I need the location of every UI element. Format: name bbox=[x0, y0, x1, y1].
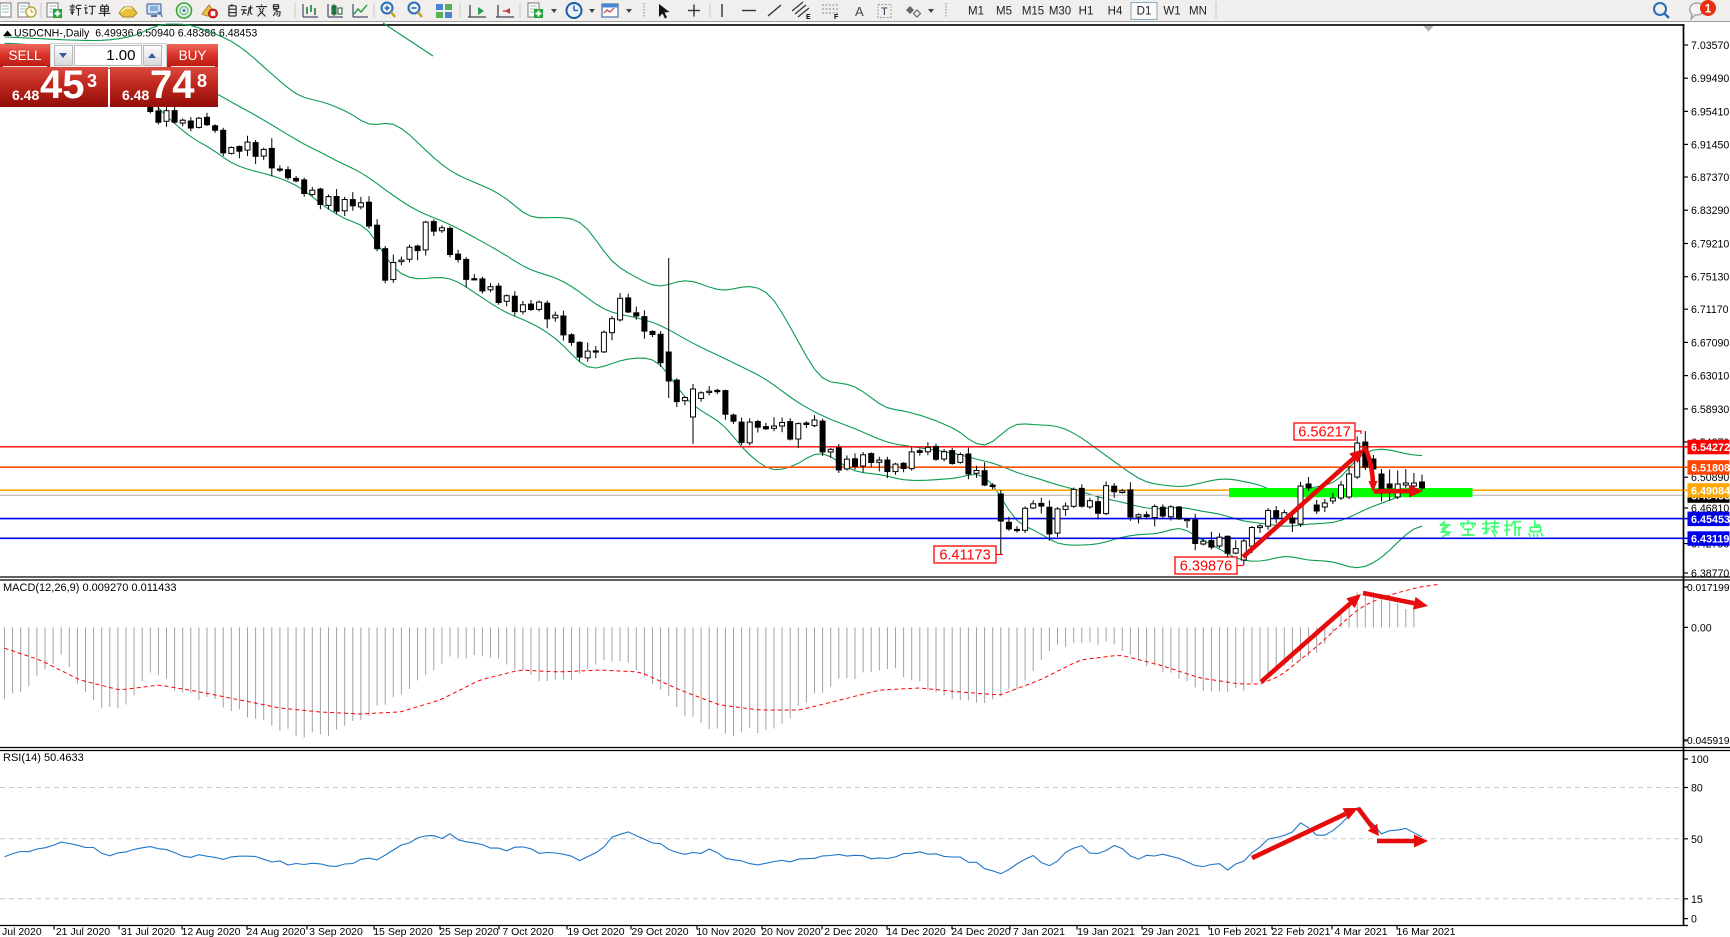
svg-text:M15: M15 bbox=[1022, 6, 1044, 18]
svg-text:A: A bbox=[855, 4, 864, 19]
svg-text:15 Sep 2020: 15 Sep 2020 bbox=[373, 926, 433, 937]
svg-text:10 Feb 2021: 10 Feb 2021 bbox=[1209, 926, 1268, 937]
svg-text:E: E bbox=[806, 14, 811, 21]
svg-text:6.49084: 6.49084 bbox=[1691, 485, 1730, 497]
svg-text:T: T bbox=[881, 6, 888, 18]
svg-text:24 Aug 2020: 24 Aug 2020 bbox=[247, 926, 306, 937]
svg-text:MN: MN bbox=[1189, 6, 1207, 18]
svg-text:6.41173: 6.41173 bbox=[939, 548, 990, 564]
svg-text:6.99490: 6.99490 bbox=[1691, 73, 1729, 85]
svg-text:15: 15 bbox=[1691, 894, 1703, 906]
svg-text:0.017199: 0.017199 bbox=[1687, 583, 1730, 594]
svg-text:M1: M1 bbox=[968, 6, 984, 18]
svg-text:H1: H1 bbox=[1079, 6, 1094, 18]
svg-text:16 Mar 2021: 16 Mar 2021 bbox=[1397, 926, 1456, 937]
svg-text:6.63010: 6.63010 bbox=[1691, 371, 1729, 383]
svg-text:80: 80 bbox=[1691, 783, 1703, 795]
svg-text:6.87370: 6.87370 bbox=[1691, 172, 1729, 184]
svg-text:M30: M30 bbox=[1049, 6, 1071, 18]
svg-text:2 Dec 2020: 2 Dec 2020 bbox=[824, 926, 878, 937]
svg-text:-0.045919: -0.045919 bbox=[1684, 736, 1730, 747]
svg-text:3 Sep 2020: 3 Sep 2020 bbox=[309, 926, 363, 937]
svg-text:4 Mar 2021: 4 Mar 2021 bbox=[1334, 926, 1387, 937]
svg-text:12 Aug 2020: 12 Aug 2020 bbox=[182, 926, 241, 937]
svg-text:22 Feb 2021: 22 Feb 2021 bbox=[1272, 926, 1331, 937]
svg-text:RSI(14) 50.4633: RSI(14) 50.4633 bbox=[3, 752, 84, 764]
svg-text:H4: H4 bbox=[1108, 6, 1123, 18]
svg-text:MACD(12,26,9) 0.009270 0.01143: MACD(12,26,9) 0.009270 0.011433 bbox=[3, 582, 176, 594]
svg-text:6.75130: 6.75130 bbox=[1691, 272, 1729, 284]
svg-text:1: 1 bbox=[1705, 2, 1712, 16]
svg-text:6.58930: 6.58930 bbox=[1691, 404, 1729, 416]
svg-text:6.83290: 6.83290 bbox=[1691, 205, 1729, 217]
svg-text:W1: W1 bbox=[1163, 6, 1180, 18]
svg-text:6.50890: 6.50890 bbox=[1691, 472, 1729, 484]
svg-text:50: 50 bbox=[1691, 834, 1703, 846]
svg-text:Jul 2020: Jul 2020 bbox=[2, 926, 42, 937]
svg-text:7 Oct 2020: 7 Oct 2020 bbox=[502, 926, 554, 937]
svg-text:6.56217: 6.56217 bbox=[1298, 425, 1350, 441]
svg-text:20 Nov 2020: 20 Nov 2020 bbox=[761, 926, 821, 937]
svg-text:6.95410: 6.95410 bbox=[1691, 106, 1729, 118]
svg-text:14 Dec 2020: 14 Dec 2020 bbox=[886, 926, 946, 937]
svg-text:6.43119: 6.43119 bbox=[1691, 534, 1729, 546]
svg-text:19 Jan 2021: 19 Jan 2021 bbox=[1077, 926, 1135, 937]
svg-text:29 Oct 2020: 29 Oct 2020 bbox=[631, 926, 688, 937]
svg-text:6.67090: 6.67090 bbox=[1691, 337, 1729, 349]
svg-text:0: 0 bbox=[1691, 914, 1697, 926]
svg-text:6.38770: 6.38770 bbox=[1691, 568, 1729, 580]
svg-text:7.03570: 7.03570 bbox=[1691, 40, 1729, 52]
svg-text:USDCNH-,Daily 6.49936 6.50940: USDCNH-,Daily 6.49936 6.50940 6.48386 6.… bbox=[14, 28, 257, 40]
svg-text:29 Jan 2021: 29 Jan 2021 bbox=[1142, 926, 1200, 937]
svg-text:21 Jul 2020: 21 Jul 2020 bbox=[56, 926, 110, 937]
svg-text:6.39876: 6.39876 bbox=[1180, 559, 1232, 575]
svg-text:7 Jan 2021: 7 Jan 2021 bbox=[1013, 926, 1065, 937]
svg-text:6.71170: 6.71170 bbox=[1691, 304, 1729, 316]
svg-text:D1: D1 bbox=[1137, 6, 1152, 18]
svg-text:100: 100 bbox=[1691, 754, 1709, 766]
svg-text:6.51808: 6.51808 bbox=[1691, 462, 1730, 474]
svg-text:F: F bbox=[834, 14, 839, 21]
svg-text:6.79210: 6.79210 bbox=[1691, 239, 1729, 251]
svg-text:6.91450: 6.91450 bbox=[1691, 139, 1729, 151]
svg-text:24 Dec 2020: 24 Dec 2020 bbox=[951, 926, 1011, 937]
svg-text:19 Oct 2020: 19 Oct 2020 bbox=[567, 926, 624, 937]
svg-text:31 Jul 2020: 31 Jul 2020 bbox=[121, 926, 175, 937]
svg-text:0.00: 0.00 bbox=[1691, 622, 1712, 634]
svg-text:6.45453: 6.45453 bbox=[1691, 514, 1730, 526]
svg-text:6.54272: 6.54272 bbox=[1691, 442, 1730, 454]
svg-text:10 Nov 2020: 10 Nov 2020 bbox=[696, 926, 756, 937]
svg-text:M5: M5 bbox=[996, 6, 1012, 18]
svg-text:25 Sep 2020: 25 Sep 2020 bbox=[439, 926, 499, 937]
